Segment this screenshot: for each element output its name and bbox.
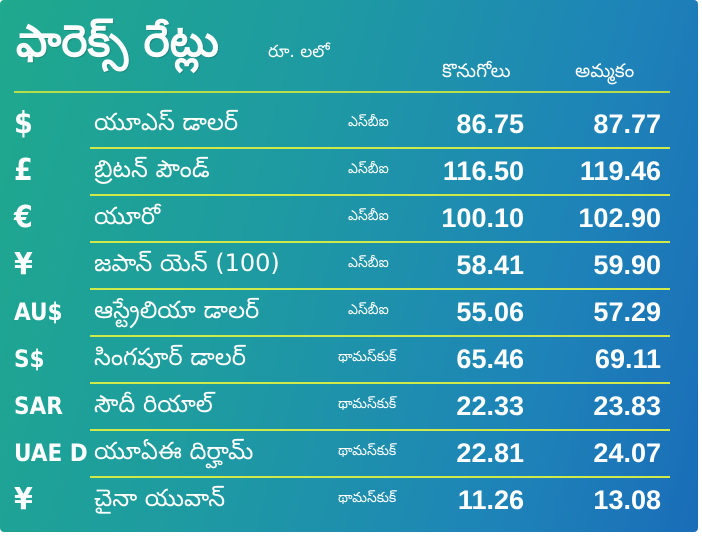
buy-rate: 58.41 [456,250,524,280]
buy-rate: 86.75 [456,109,524,139]
rate-row-gbp: £ బ్రిటన్ పౌండ్ ఎస్‌బీఐ 116.50 119.46 [0,151,698,198]
sell-rate: 23.83 [593,391,661,421]
sell-rate: 13.08 [593,485,661,515]
rate-row-usd: $ యూఎస్ డాలర్ ఎస్‌బీఐ 86.75 87.77 [0,104,698,151]
buy-rate: 100.10 [441,203,524,233]
currency-symbol: AU$ [14,298,63,326]
rate-source: ఎస్‌బీఐ [348,161,389,177]
rates-table: $ యూఎస్ డాలర్ ఎస్‌బీఐ 86.75 87.77 £ బ్రి… [0,104,698,527]
currency-name: సౌదీ రియాల్ [94,390,213,418]
rate-source: ఎస్‌బీఐ [348,208,389,224]
row-divider [90,476,670,478]
rate-source: ఎస్‌బీఐ [348,302,389,318]
currency-name: ఆస్ట్రేలియా డాలర్ [94,296,260,324]
unit-label: రూ. లలో [268,42,330,62]
currency-symbol: £ [14,153,33,188]
sell-rate: 102.90 [578,203,661,233]
currency-symbol: S$ [14,345,45,373]
rate-row-sar: SAR సౌదీ రియాల్ థామస్‌కుక్ 22.33 23.83 [0,386,698,433]
currency-name: యూఏఈ దిర్హామ్ [94,437,254,465]
sell-rate: 24.07 [593,438,661,468]
rate-source: థామస్‌కుక్ [338,443,397,459]
rate-row-aed: UAE D యూఏఈ దిర్హామ్ థామస్‌కుక్ 22.81 24.… [0,433,698,480]
currency-symbol: SAR [14,392,63,420]
rate-row-sgd: S$ సింగపూర్ డాలర్ థామస్‌కుక్ 65.46 69.11 [0,339,698,386]
rate-source: ఎస్‌బీఐ [348,114,389,130]
sell-rate: 69.11 [594,344,661,374]
buy-rate: 22.33 [456,391,524,421]
row-divider [90,382,670,384]
header-divider [14,91,670,93]
rate-source: థామస్‌కుక్ [338,349,397,365]
buy-rate: 55.06 [456,297,524,327]
rate-source: ఎస్‌బీఐ [348,255,389,271]
row-divider [90,147,670,149]
row-divider [90,429,670,431]
rate-row-cny: ¥ చైనా యువాన్ థామస్‌కుక్ 11.26 13.08 [0,480,698,527]
rate-source: థామస్‌కుక్ [338,396,397,412]
rate-row-jpy: ¥ జపాన్ యెన్ (100) ఎస్‌బీఐ 58.41 59.90 [0,245,698,292]
sell-column-header: అమ్మకం [575,60,635,82]
currency-name: యూఎస్ డాలర్ [94,108,239,136]
buy-rate: 11.26 [457,485,524,515]
buy-rate: 116.50 [442,156,524,186]
currency-name: చైనా యువాన్ [94,484,226,512]
buy-rate: 65.46 [456,344,524,374]
buy-column-header: కొనుగోలు [442,60,511,82]
sell-rate: 59.90 [593,250,661,280]
currency-symbol: ¥ [14,247,33,282]
currency-name: బ్రిటన్ పౌండ్ [94,155,210,183]
currency-symbol: € [14,200,33,235]
row-divider [90,335,670,337]
rate-row-aud: AU$ ఆస్ట్రేలియా డాలర్ ఎస్‌బీఐ 55.06 57.2… [0,292,698,339]
currency-name: జపాన్ యెన్ (100) [94,249,280,277]
rate-source: థామస్‌కుక్ [338,490,397,506]
buy-rate: 22.81 [456,438,524,468]
currency-symbol: ¥ [14,482,33,517]
sell-rate: 57.29 [593,297,661,327]
currency-symbol: $ [14,106,33,141]
currency-name: యూరో [94,202,161,230]
page-title: ఫారెక్స్ రేట్లు [16,16,219,67]
rate-row-eur: € యూరో ఎస్‌బీఐ 100.10 102.90 [0,198,698,245]
sell-rate: 87.77 [593,109,661,139]
row-divider [90,194,670,196]
sell-rate: 119.46 [579,156,661,186]
row-divider [90,288,670,290]
currency-name: సింగపూర్ డాలర్ [94,343,247,371]
row-divider [90,241,670,243]
currency-symbol: UAE D [14,439,88,467]
